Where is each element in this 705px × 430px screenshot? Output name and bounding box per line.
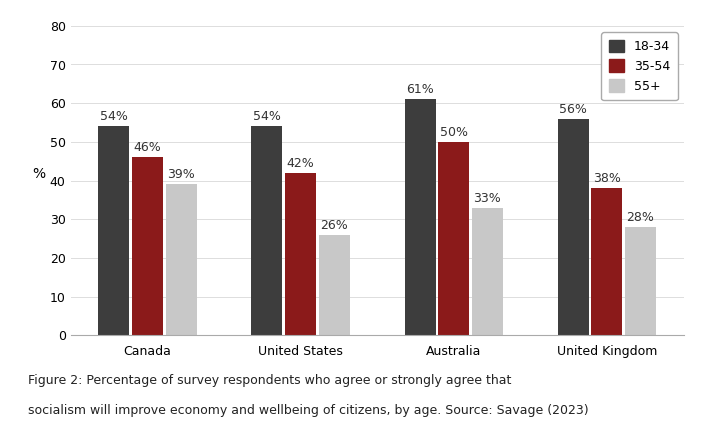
Text: 28%: 28% <box>627 211 654 224</box>
Text: 54%: 54% <box>253 111 281 123</box>
Text: 39%: 39% <box>167 169 195 181</box>
Bar <box>591 188 623 335</box>
Bar <box>319 235 350 335</box>
Bar <box>285 173 316 335</box>
Text: 42%: 42% <box>287 157 314 170</box>
Text: Figure 2: Percentage of survey respondents who agree or strongly agree that: Figure 2: Percentage of survey responden… <box>28 374 512 387</box>
Bar <box>558 119 589 335</box>
Text: socialism will improve economy and wellbeing of citizens, by age. Source: Savage: socialism will improve economy and wellb… <box>28 404 589 417</box>
Bar <box>166 184 197 335</box>
Bar <box>99 126 129 335</box>
Y-axis label: %: % <box>32 166 45 181</box>
Bar <box>132 157 163 335</box>
Text: 33%: 33% <box>474 192 501 205</box>
Bar <box>405 99 436 335</box>
Bar <box>625 227 656 335</box>
Text: 46%: 46% <box>134 141 161 154</box>
Text: 50%: 50% <box>440 126 467 139</box>
Text: 54%: 54% <box>100 111 128 123</box>
Bar <box>439 142 470 335</box>
Text: 61%: 61% <box>406 83 434 96</box>
Text: 56%: 56% <box>559 103 587 116</box>
Bar <box>472 208 503 335</box>
Text: 26%: 26% <box>321 219 348 232</box>
Text: 38%: 38% <box>593 172 620 185</box>
Legend: 18-34, 35-54, 55+: 18-34, 35-54, 55+ <box>601 32 678 101</box>
Bar <box>252 126 283 335</box>
